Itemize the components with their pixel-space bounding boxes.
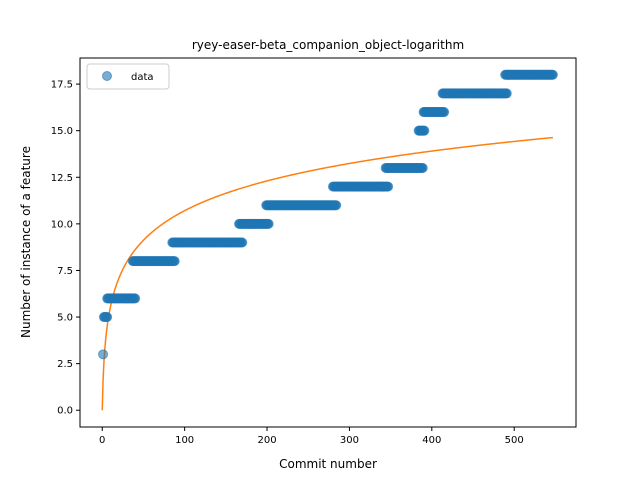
legend: data — [86, 63, 170, 90]
x-axis-label: Commit number — [279, 457, 377, 471]
legend-marker-data — [102, 71, 112, 81]
chart-title: ryey-easer-beta_companion_object-logarit… — [192, 38, 464, 52]
x-tick-label: 200 — [257, 435, 276, 446]
x-tick-label: 300 — [340, 435, 359, 446]
y-tick-label: 12.5 — [51, 173, 73, 184]
y-tick-label: 17.5 — [51, 80, 73, 91]
data-point — [130, 293, 141, 304]
data-point — [417, 162, 428, 173]
y-tick-label: 10.0 — [51, 219, 73, 230]
x-axis-ticks: 0 100 200 300 400 500 — [99, 427, 524, 446]
fit-curve-layer — [101, 136, 554, 411]
data-point — [263, 218, 274, 229]
data-point — [547, 69, 558, 80]
data-point — [98, 349, 109, 360]
data-point — [102, 312, 113, 323]
x-tick-label: 400 — [422, 435, 441, 446]
legend-box — [86, 63, 170, 90]
data-point — [331, 200, 342, 211]
y-axis-ticks: 0.0 2.5 5.0 7.5 10.0 12.5 15.0 17.5 — [51, 80, 80, 417]
plot-frame — [79, 57, 577, 428]
data-point — [169, 256, 180, 267]
data-point — [501, 88, 512, 99]
x-tick-label: 100 — [175, 435, 194, 446]
data-point — [419, 125, 430, 136]
data-point — [383, 181, 394, 192]
x-tick-label: 0 — [99, 435, 105, 446]
data-point — [237, 237, 248, 248]
fit-curve — [101, 136, 554, 411]
data-points-layer — [98, 69, 558, 360]
legend-label-data: data — [131, 72, 154, 83]
y-tick-label: 15.0 — [51, 126, 73, 137]
plot-area — [80, 58, 576, 427]
x-tick-label: 500 — [505, 435, 524, 446]
data-point — [439, 107, 450, 118]
y-axis-label: Number of instance of a feature — [19, 146, 33, 338]
y-tick-label: 7.5 — [57, 266, 73, 277]
y-tick-label: 0.0 — [57, 406, 73, 417]
y-tick-label: 2.5 — [57, 359, 73, 370]
y-tick-label: 5.0 — [57, 313, 73, 324]
